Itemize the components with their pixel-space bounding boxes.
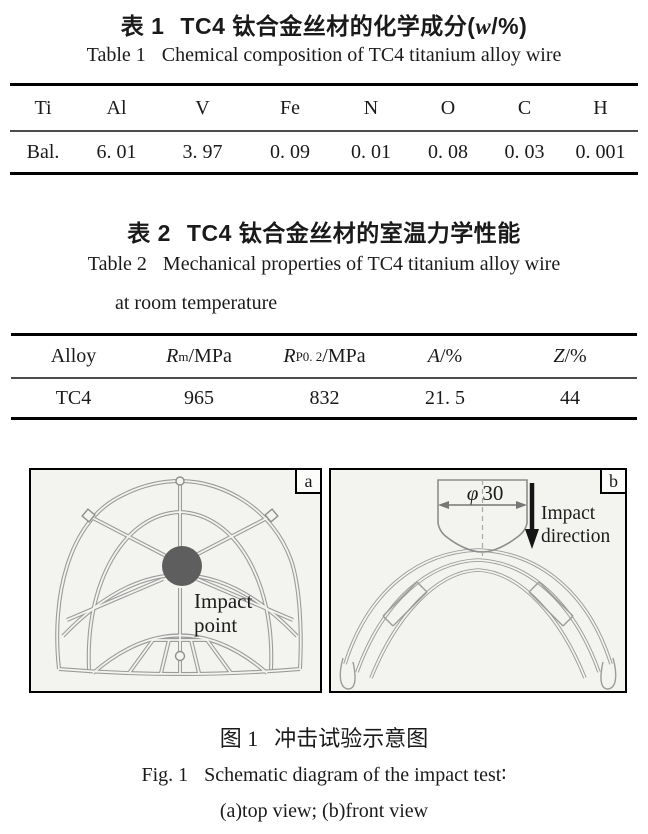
panel-a-label: a bbox=[295, 470, 320, 494]
table2-data-cell: 965 bbox=[184, 386, 214, 409]
table2-data-cell: 21. 5 bbox=[425, 386, 465, 409]
figure1-label-en: Fig. 1 bbox=[141, 764, 189, 786]
figure1-panel-b-front-view: φ 30 Impact direction b bbox=[329, 468, 627, 693]
table1-label-en: Table 1 bbox=[86, 44, 146, 66]
table1-header-cell: O bbox=[440, 96, 456, 119]
table1-title-cn: 表 1 TC4 钛合金丝材的化学成分(w/%) bbox=[0, 7, 648, 41]
table1-title-var: w bbox=[475, 14, 492, 39]
dim-arrow-right bbox=[516, 501, 527, 509]
table2-title-en-line2: at room temperature bbox=[115, 292, 278, 314]
table1-label-cn: 表 1 bbox=[120, 13, 165, 39]
impact-point-label-line1: Impact bbox=[194, 589, 252, 613]
figure1-label-cn: 图 1 bbox=[219, 726, 259, 751]
table1-data-cell: 6. 01 bbox=[96, 140, 137, 163]
table2-title-cn: 表 2 TC4 钛合金丝材的室温力学性能 bbox=[0, 214, 648, 248]
table2-data-cell: TC4 bbox=[55, 386, 92, 409]
table1-data-row: Bal. 6. 01 3. 97 0. 09 0. 01 0. 08 0. 03… bbox=[10, 132, 638, 172]
table1-data-cell: 0. 08 bbox=[428, 140, 468, 163]
table2-header-alloy: Alloy bbox=[50, 345, 97, 367]
frame-joint-nodes bbox=[81, 476, 279, 662]
z-symbol: Z bbox=[553, 345, 565, 367]
table1-header-cell: C bbox=[517, 96, 532, 119]
table1-data-cell: 3. 97 bbox=[182, 140, 223, 163]
table1-title-cn-suffix: /%) bbox=[491, 13, 528, 39]
table1: Ti Al V Fe N O C H Bal. 6. 01 3. 97 0. 0… bbox=[10, 83, 638, 175]
rm-unit: /MPa bbox=[188, 345, 232, 367]
arrowhead-down-icon bbox=[525, 529, 539, 549]
table2-label-cn: 表 2 bbox=[127, 220, 171, 246]
table2-data-row: TC4 965 832 21. 5 44 bbox=[11, 379, 637, 417]
table1-header-row: Ti Al V Fe N O C H bbox=[10, 86, 638, 132]
figure1-caption-cn: 图 1 冲击试验示意图 bbox=[0, 721, 648, 753]
impact-point-marker bbox=[162, 546, 202, 586]
table2-header-rp02: R P0. 2/MPa bbox=[283, 345, 366, 367]
figure1-caption-en-text: Schematic diagram of the impact test∶ bbox=[204, 764, 507, 786]
figure1-caption-en: Fig. 1 Schematic diagram of the impact te… bbox=[0, 762, 648, 787]
table2-title-en-text: Mechanical properties of TC4 titanium al… bbox=[162, 253, 561, 275]
table1-header-cell: Fe bbox=[280, 96, 300, 119]
table1-header-cell: Ti bbox=[34, 96, 52, 119]
table1-data-cell: 0. 09 bbox=[270, 140, 310, 163]
rm-symbol: R bbox=[166, 345, 179, 367]
rp02-unit: /MPa bbox=[322, 345, 366, 367]
z-unit: /% bbox=[564, 345, 587, 367]
table1-data-cell: 0. 01 bbox=[351, 140, 391, 163]
dome-front-view-drawing: φ 30 Impact direction bbox=[339, 479, 617, 690]
figure1-caption-views: (a)top view; (b)front view bbox=[219, 800, 429, 822]
diameter-value: 30 bbox=[482, 481, 503, 505]
impact-direction-arrow bbox=[525, 483, 539, 549]
table2-header-z: Z/% bbox=[503, 336, 637, 377]
table1-data-cell: 0. 03 bbox=[504, 140, 545, 163]
rp02-symbol: R bbox=[283, 345, 296, 367]
dome-top-view-drawing: Impact point bbox=[55, 476, 303, 676]
table1-data-cell: 0. 001 bbox=[575, 140, 626, 163]
table2-label-en: Table 2 bbox=[87, 253, 147, 275]
table2-title-en: Table 2 Mechanical properties of TC4 tita… bbox=[0, 253, 648, 276]
table2-title-cn-text: TC4 钛合金丝材的室温力学性能 bbox=[186, 220, 521, 246]
table1-header-cell: Al bbox=[106, 96, 127, 119]
panel-b-label: b bbox=[600, 470, 625, 494]
table2-header-a: A/% bbox=[387, 336, 503, 377]
impact-direction-label-line2: direction bbox=[541, 526, 611, 547]
table1-title-en: Table 1 Chemical composition of TC4 titan… bbox=[0, 44, 648, 67]
table1-header-cell: H bbox=[593, 96, 608, 119]
figure1: Impact point a bbox=[29, 468, 627, 693]
dim-arrow-left bbox=[438, 501, 449, 509]
table1-header-cell: N bbox=[363, 96, 379, 119]
table2-data-cell: 44 bbox=[560, 386, 580, 409]
phi-symbol: φ bbox=[467, 481, 479, 505]
diameter-dimension: φ 30 bbox=[438, 481, 527, 509]
figure1-caption-cn-text: 冲击试验示意图 bbox=[274, 726, 429, 751]
table2-data-cell: 832 bbox=[309, 386, 340, 409]
dome-wireframe-highlight bbox=[56, 480, 302, 675]
impact-point-label-line2: point bbox=[194, 613, 237, 637]
figure1-panel-a-top-view: Impact point a bbox=[29, 468, 322, 693]
shell-arcs-highlight bbox=[344, 549, 612, 679]
a-unit: /% bbox=[440, 345, 463, 367]
table1-header-cell: V bbox=[195, 96, 210, 119]
a-symbol: A bbox=[427, 345, 440, 367]
table1-data-cell: Bal. bbox=[26, 140, 60, 163]
side-braces bbox=[339, 581, 617, 690]
table1-title-en-text: Chemical composition of TC4 titanium all… bbox=[161, 44, 562, 66]
impact-direction-label-line1: Impact bbox=[541, 503, 596, 524]
table1-title-cn-text: TC4 钛合金丝材的化学成分( bbox=[180, 13, 476, 39]
diameter-label: φ 30 bbox=[467, 481, 504, 505]
